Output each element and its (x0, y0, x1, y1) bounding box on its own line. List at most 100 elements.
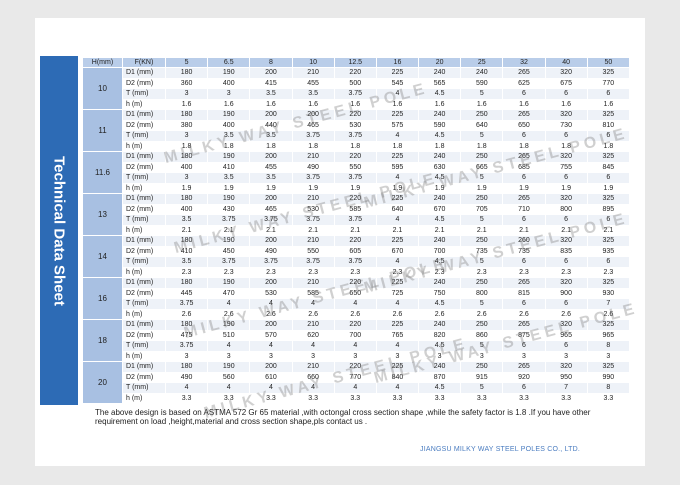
data-row: 11.6 D1 (mm) 180 190 200 210 220 225 240 250 265 32… (82, 151, 631, 194)
value-cell: 2.6 (502, 308, 546, 320)
value-cell: 920 (502, 371, 546, 383)
value-cell: 770 (586, 77, 631, 89)
value-cell: 770 (333, 371, 377, 383)
value-cell: 2.6 (544, 308, 588, 320)
value-cell: 3.75 (291, 130, 335, 142)
sheet-title: Technical Data Sheet (50, 156, 68, 306)
value-cell: 2.6 (418, 308, 462, 320)
value-cell: 6 (544, 130, 588, 142)
value-cell: 3.75 (333, 88, 377, 100)
value-cell: 400 (164, 203, 209, 215)
value-cell: 3.5 (207, 172, 251, 184)
value-cell: 5 (460, 382, 504, 394)
row-label: h (m) (122, 140, 166, 152)
value-cell: 5 (460, 130, 504, 142)
value-cell: 3.3 (418, 392, 462, 404)
value-cell: 1.8 (249, 140, 293, 152)
value-cell: 1.8 (375, 140, 420, 152)
value-cell: 650 (502, 119, 546, 131)
value-cell: 530 (333, 119, 377, 131)
header-cell: 6.5 (207, 57, 251, 68)
value-cell: 670 (375, 245, 420, 257)
value-cell: 6 (544, 172, 588, 184)
data-row: h (m) 3 3 3 3 3 3 3 3 3 3 3 (83, 350, 631, 362)
value-cell: 5 (460, 256, 504, 268)
row-label: D2 (mm) (122, 161, 166, 173)
value-cell: 675 (544, 77, 588, 89)
data-row: D2 (mm) 490 560 610 660 770 840 870 915 920 950 990 (83, 371, 631, 383)
value-cell: 220 (333, 109, 377, 121)
value-cell: 820 (418, 329, 462, 341)
value-cell: 445 (164, 287, 209, 299)
data-row: T (mm) 3.75 4 4 4 4 4 4.5 5 6 6 7 (83, 298, 631, 310)
row-label: h (m) (122, 308, 166, 320)
value-cell: 325 (586, 67, 631, 79)
value-cell: 2.6 (333, 308, 377, 320)
row-label: D1 (mm) (122, 277, 166, 289)
data-row: D2 (mm) 475 510 570 620 700 765 820 860 875 965 965 (83, 329, 631, 341)
value-cell: 415 (249, 77, 293, 89)
value-cell: 3.5 (249, 88, 293, 100)
value-cell: 3 (375, 350, 420, 362)
value-cell: 3 (164, 172, 209, 184)
value-cell: 2.1 (375, 224, 420, 236)
value-cell: 550 (333, 161, 377, 173)
data-row: D2 (mm) 400 430 465 530 585 640 670 705 710 800 895 (83, 203, 631, 215)
value-cell: 470 (207, 287, 251, 299)
row-label: D1 (mm) (122, 193, 166, 205)
value-cell: 465 (249, 203, 293, 215)
value-cell: 620 (291, 329, 335, 341)
value-cell: 3 (207, 88, 251, 100)
row-label: h (m) (122, 182, 166, 194)
value-cell: 4.5 (418, 382, 462, 394)
value-cell: 735 (502, 245, 546, 257)
value-cell: 250 (460, 235, 504, 247)
value-cell: 3 (164, 130, 209, 142)
value-cell: 2.3 (375, 266, 420, 278)
value-cell: 800 (544, 203, 588, 215)
value-cell: 4 (375, 298, 420, 310)
value-cell: 1.9 (544, 182, 588, 194)
value-cell: 4.5 (418, 340, 462, 352)
header-cell: 32 (502, 57, 546, 68)
value-cell: 4 (375, 214, 420, 226)
value-cell: 265 (502, 67, 546, 79)
row-label: h (m) (122, 224, 166, 236)
value-cell: 935 (586, 245, 631, 257)
value-cell: 3 (544, 350, 588, 362)
value-cell: 6 (544, 298, 588, 310)
header-cell: 20 (418, 57, 462, 68)
data-row: h (m) 1.6 1.6 1.6 1.6 1.6 1.6 1.6 1.6 1.6 1.6 1.6 (83, 98, 631, 110)
value-cell: 490 (249, 245, 293, 257)
value-cell: 2.3 (418, 266, 462, 278)
value-cell: 565 (418, 77, 462, 89)
value-cell: 3.75 (333, 214, 377, 226)
value-cell: 4 (333, 382, 377, 394)
value-cell: 325 (586, 361, 631, 373)
row-label: D2 (mm) (122, 371, 166, 383)
value-cell: 545 (375, 77, 420, 89)
value-cell: 3 (207, 350, 251, 362)
company-name: JIANGSU MILKY WAY STEEL POLES CO., LTD. (420, 446, 581, 453)
header-cell: 5 (164, 57, 209, 68)
value-cell: 5 (460, 172, 504, 184)
value-cell: 1.6 (544, 98, 588, 110)
value-cell: 530 (249, 287, 293, 299)
value-cell: 1.8 (418, 140, 462, 152)
value-cell: 320 (544, 277, 588, 289)
value-cell: 800 (460, 287, 504, 299)
value-cell: 180 (164, 193, 209, 205)
value-cell: 225 (375, 361, 420, 373)
value-cell: 2.3 (164, 266, 209, 278)
value-cell: 4 (291, 382, 335, 394)
value-cell: 200 (249, 151, 293, 163)
value-cell: 400 (164, 161, 209, 173)
value-cell: 5 (460, 340, 504, 352)
value-cell: 6 (586, 130, 631, 142)
value-cell: 4.5 (418, 298, 462, 310)
value-cell: 6 (502, 256, 546, 268)
value-cell: 1.6 (375, 98, 420, 110)
value-cell: 4.5 (418, 130, 462, 142)
value-cell: 200 (249, 109, 293, 121)
value-cell: 575 (375, 119, 420, 131)
